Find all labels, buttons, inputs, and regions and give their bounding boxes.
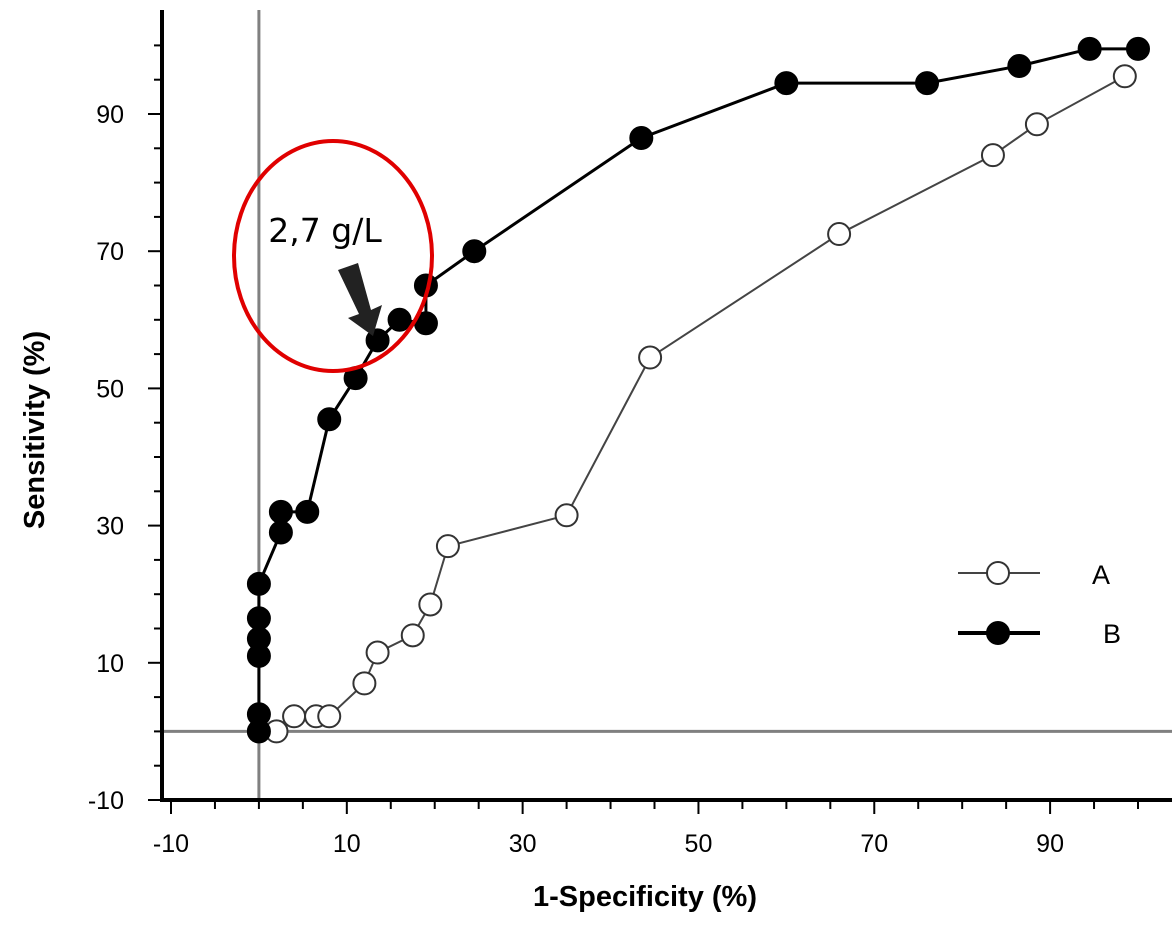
x-tick-label: 10 [333,830,361,858]
point-a [317,704,342,729]
x-tick-label: 90 [1036,830,1064,858]
point-b [268,520,293,545]
point-a [1112,64,1137,89]
point-a [827,222,852,247]
point-a [435,534,460,559]
point-b [1007,53,1032,78]
point-b [462,239,487,264]
y-tick-label: 50 [96,375,124,403]
point-a [638,345,663,370]
point-a [400,623,425,648]
x-tick-label: 30 [509,830,537,858]
point-a [980,143,1005,168]
point-b [246,606,271,631]
point-a [352,671,377,696]
legend-marker-b [986,621,1010,645]
point-b [629,126,654,151]
point-b [295,499,320,524]
legend: A B [958,560,1121,649]
y-tick-label: 70 [96,238,124,266]
axis-ticks: -10 10 30 50 70 90 -10 10 30 50 70 90 [88,44,1139,858]
legend-marker-a [986,561,1010,585]
point-b [246,571,271,596]
annotation: 2,7 g/L [232,139,434,373]
legend-label-a: A [1092,560,1110,590]
point-a [1024,112,1049,137]
y-tick-label: 30 [96,513,124,541]
point-a [282,704,307,729]
x-axis-title: 1-Specificity (%) [533,881,757,913]
point-a [554,503,579,528]
point-b [915,71,940,96]
y-tick-label: -10 [88,787,124,815]
y-tick-label: 90 [96,101,124,129]
point-b [1077,36,1102,61]
x-tick-label: 50 [685,830,713,858]
y-axis-title: Sensitivity (%) [19,331,51,529]
point-b [1126,36,1150,61]
point-b [268,499,293,524]
point-b [246,702,271,727]
point-b [317,407,342,432]
annotation-circle [232,139,434,373]
point-b [387,307,412,332]
series-layer [246,36,1150,744]
point-a [365,640,390,665]
x-tick-label: -10 [153,830,189,858]
x-tick-label: 70 [860,830,888,858]
annotation-text: 2,7 g/L [268,211,382,250]
y-tick-label: 10 [96,650,124,678]
point-a [418,592,443,617]
point-b [774,71,799,96]
legend-label-b: B [1103,619,1121,649]
point-b [246,626,271,651]
annotation-arrow [338,263,382,336]
